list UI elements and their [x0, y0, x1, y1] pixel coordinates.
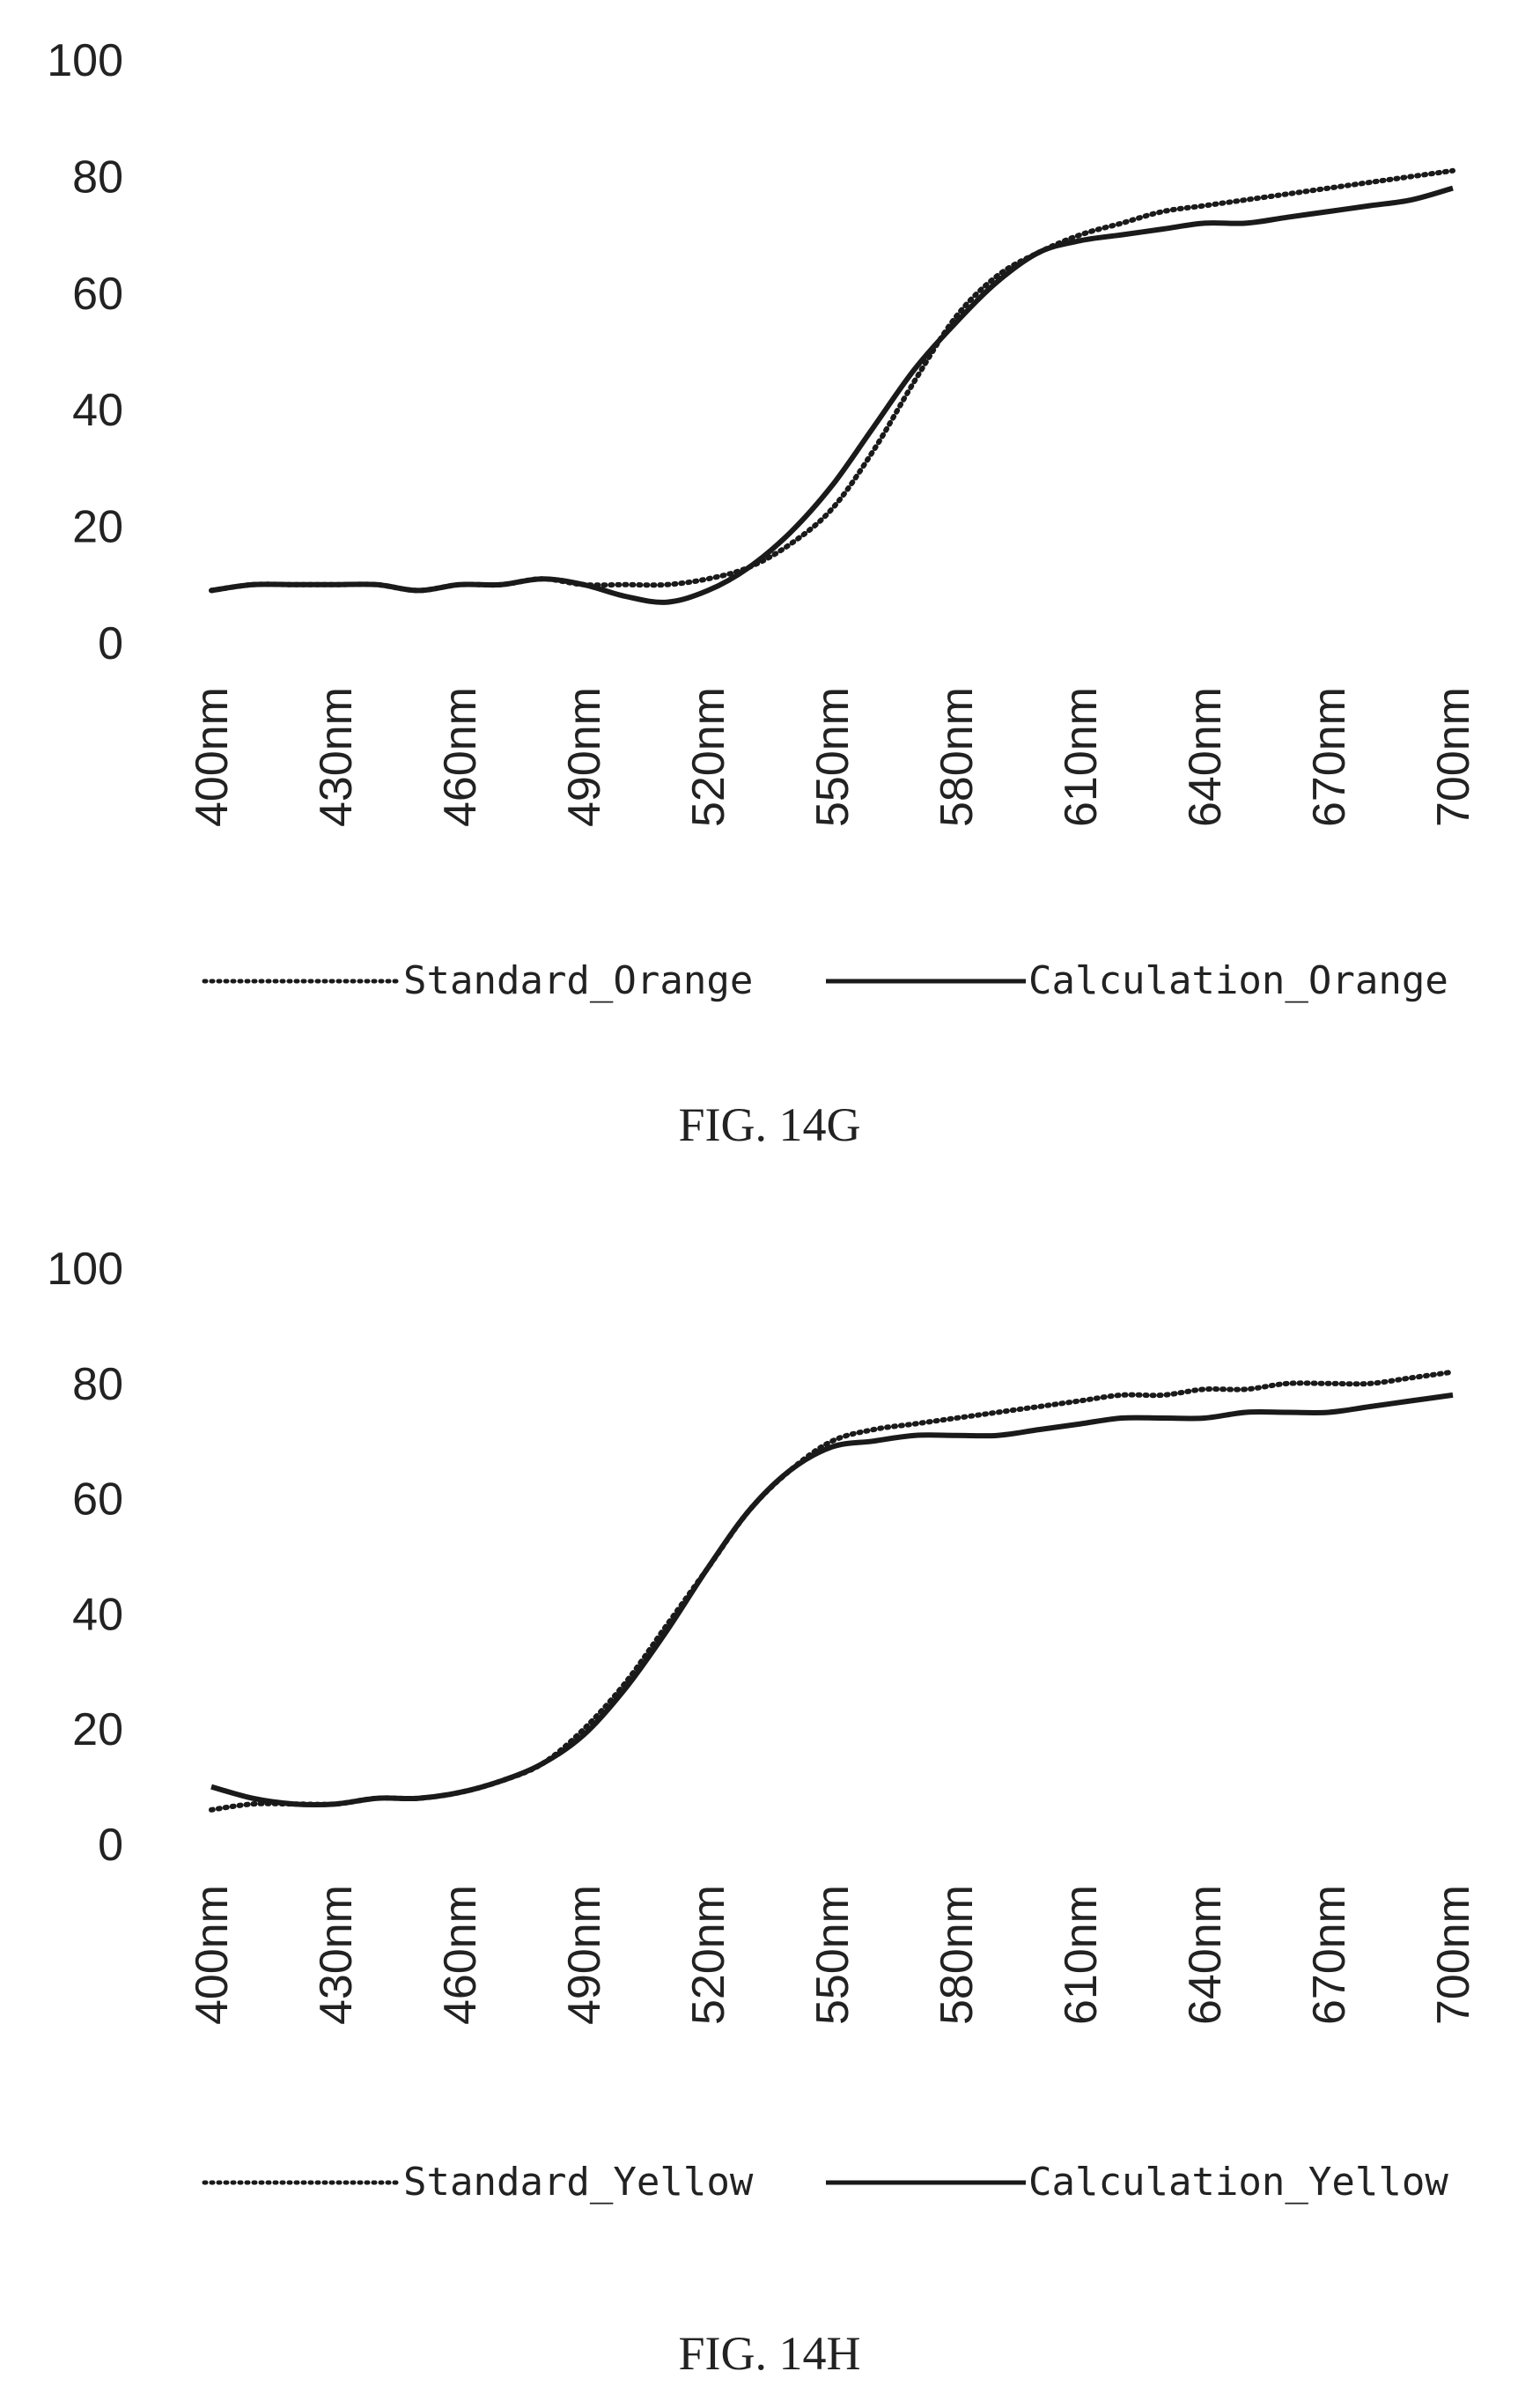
legend-label: Calculation_Yellow	[1028, 2160, 1448, 2205]
legend-label: Calculation_Orange	[1028, 958, 1448, 1003]
x-tick-label: 400nm	[187, 687, 238, 827]
y-tick-label: 40	[72, 385, 123, 436]
x-tick-label: 430nm	[311, 687, 362, 827]
legend-label: Standard_Orange	[403, 958, 753, 1003]
x-tick-label: 550nm	[807, 1885, 858, 2025]
x-tick-label: 610nm	[1056, 1885, 1107, 2025]
x-tick-label: 550nm	[807, 687, 858, 827]
y-tick-label: 0	[98, 1820, 123, 1871]
figure-caption: FIG. 14H	[678, 2327, 860, 2380]
y-tick-label: 100	[47, 1244, 123, 1295]
x-tick-label: 670nm	[1304, 1885, 1355, 2025]
x-tick-label: 520nm	[683, 1885, 734, 2025]
figure-caption: FIG. 14G	[678, 1098, 860, 1151]
y-tick-label: 40	[72, 1589, 123, 1640]
y-tick-label: 0	[98, 618, 123, 669]
series-line-standard-orange	[209, 167, 1455, 594]
x-tick-label: 610nm	[1056, 687, 1107, 827]
series-line-calculation-orange	[210, 185, 1454, 605]
y-tick-label: 100	[47, 35, 123, 86]
x-tick-label: 700nm	[1428, 687, 1479, 827]
legend-label: Standard_Yellow	[403, 2160, 754, 2205]
x-tick-label: 700nm	[1428, 1885, 1479, 2025]
x-tick-label: 490nm	[559, 1885, 610, 2025]
x-tick-label: 670nm	[1304, 687, 1355, 827]
chart-fig-14h: 0 20 40 60 80 100 400nm 430nm 460nm 490nm 520nm 550…	[47, 1244, 1479, 2380]
legend: Standard_Yellow Calculation_Yellow	[202, 2160, 1448, 2205]
x-tick-label: 400nm	[187, 1885, 238, 2025]
x-tick-label: 640nm	[1180, 687, 1231, 827]
y-tick-label: 20	[72, 1704, 123, 1755]
x-tick-label: 520nm	[683, 687, 734, 827]
y-tick-label: 80	[72, 1359, 123, 1410]
y-tick-label: 60	[72, 269, 123, 320]
x-tick-label: 580nm	[932, 1885, 983, 2025]
y-tick-label: 20	[72, 502, 123, 553]
y-tick-label: 60	[72, 1474, 123, 1526]
x-tick-label: 580nm	[932, 687, 983, 827]
legend: Standard_Orange Calculation_Orange	[202, 958, 1448, 1003]
y-tick-label: 80	[72, 151, 123, 203]
series-line-standard-yellow	[209, 1369, 1455, 1813]
x-tick-label: 460nm	[435, 687, 486, 827]
chart-fig-14g: 0 20 40 60 80 100 400nm 430nm 460nm 490nm 520nm 550…	[47, 35, 1479, 1151]
x-tick-label: 430nm	[311, 1885, 362, 2025]
x-tick-label: 460nm	[435, 1885, 486, 2025]
series-line-calculation-yellow	[210, 1392, 1454, 1808]
x-tick-label: 640nm	[1180, 1885, 1231, 2025]
x-tick-label: 490nm	[559, 687, 610, 827]
